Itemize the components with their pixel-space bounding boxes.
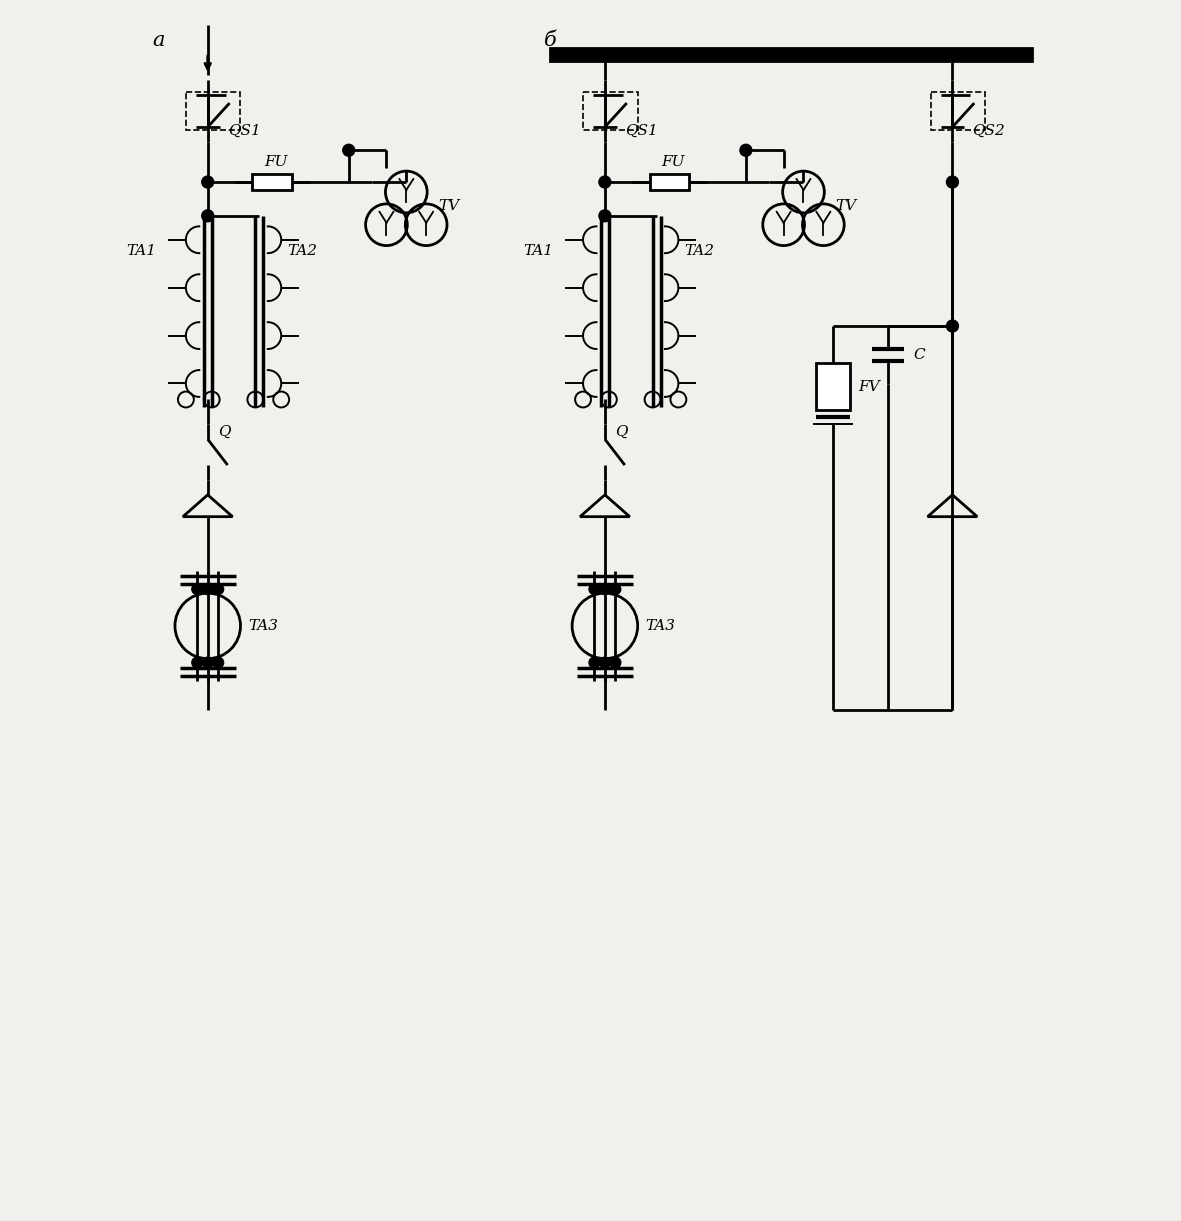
Text: a: a (152, 31, 164, 50)
Circle shape (202, 584, 214, 595)
Circle shape (342, 144, 354, 156)
Text: Q: Q (615, 425, 627, 440)
Circle shape (213, 657, 223, 668)
Circle shape (609, 657, 621, 668)
Bar (931, 93, 985, 129)
Text: QS1: QS1 (228, 125, 260, 138)
Bar (650, 173, 690, 190)
Text: TA3: TA3 (646, 619, 676, 632)
Text: TA2: TA2 (287, 243, 318, 258)
Bar (816, 363, 850, 410)
Circle shape (202, 657, 214, 668)
Circle shape (589, 657, 600, 668)
Circle shape (599, 176, 611, 188)
Text: QS2: QS2 (972, 125, 1005, 138)
Circle shape (609, 584, 621, 595)
Circle shape (213, 584, 223, 595)
Circle shape (202, 210, 214, 222)
Text: TA1: TA1 (126, 243, 156, 258)
Text: FV: FV (859, 380, 880, 393)
Text: TV: TV (835, 199, 856, 212)
Text: FU: FU (265, 155, 288, 168)
Text: TA1: TA1 (523, 243, 554, 258)
Circle shape (740, 144, 752, 156)
Circle shape (191, 657, 203, 668)
Bar (185, 93, 241, 129)
Bar (550, 49, 1032, 61)
Text: TA3: TA3 (248, 619, 279, 632)
Circle shape (946, 176, 959, 188)
Circle shape (600, 584, 611, 595)
Bar (583, 93, 638, 129)
Circle shape (589, 584, 600, 595)
Text: TV: TV (438, 199, 459, 212)
Circle shape (946, 49, 959, 61)
Circle shape (599, 210, 611, 222)
Circle shape (772, 49, 784, 61)
Circle shape (191, 584, 203, 595)
Text: TA2: TA2 (684, 243, 715, 258)
Circle shape (202, 176, 214, 188)
Text: C: C (914, 348, 926, 361)
Text: б: б (544, 31, 556, 50)
Bar (253, 173, 292, 190)
Circle shape (599, 49, 611, 61)
Text: Q: Q (217, 425, 230, 440)
Circle shape (600, 657, 611, 668)
Text: FU: FU (661, 155, 685, 168)
Text: QS1: QS1 (625, 125, 658, 138)
Circle shape (946, 320, 959, 332)
